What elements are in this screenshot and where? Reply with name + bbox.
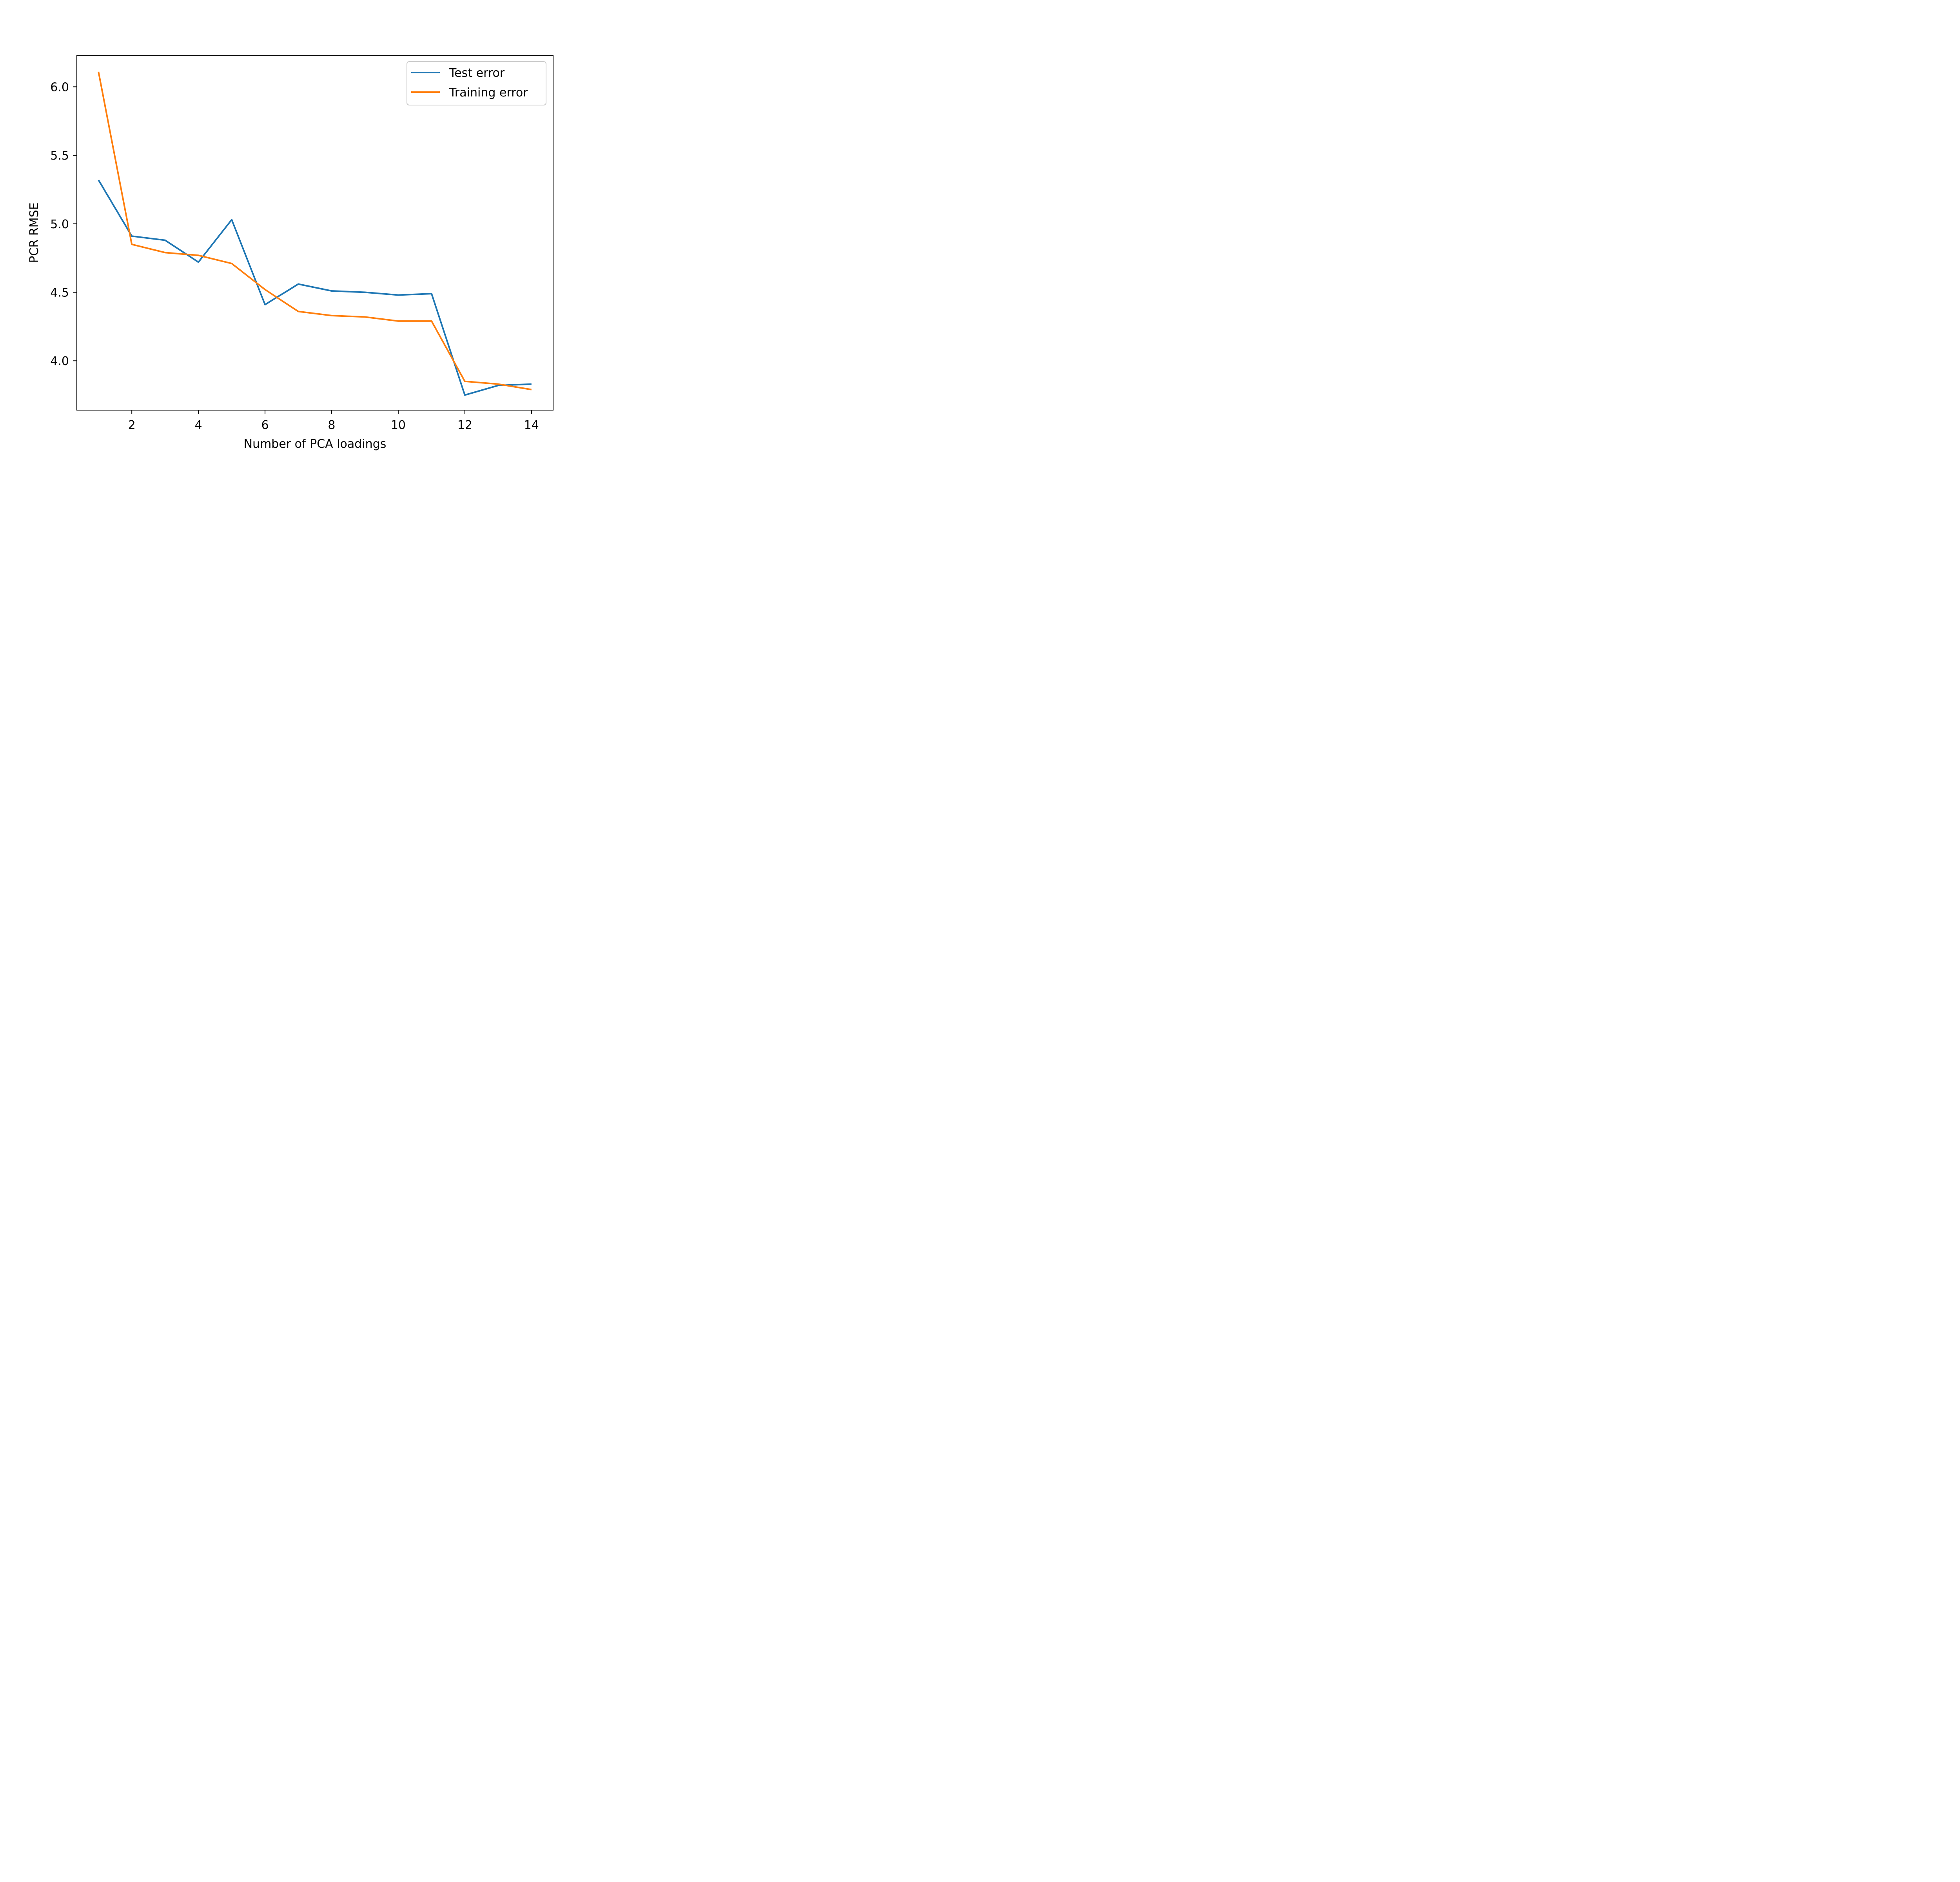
- y-tick-label: 4.5: [50, 286, 69, 300]
- y-tick-label: 6.0: [50, 80, 69, 94]
- x-tick-label: 2: [128, 418, 136, 432]
- x-tick-label: 4: [195, 418, 202, 432]
- y-axis-ticks: 4.0 4.5 5.0 5.5 6.0: [50, 80, 77, 368]
- y-tick-label: 5.0: [50, 218, 69, 231]
- legend-label-training-error: Training error: [449, 86, 528, 100]
- y-tick-label: 4.0: [50, 354, 69, 368]
- x-tick-label: 14: [524, 418, 539, 432]
- y-axis-label: PCR RMSE: [27, 202, 41, 263]
- legend-box: [407, 61, 546, 105]
- series-layer: [98, 71, 532, 396]
- plot-frame: [76, 55, 554, 411]
- x-axis-ticks: 2 4 6 8 10 12 14: [128, 410, 539, 432]
- plot-area: [77, 55, 553, 410]
- x-tick-label: 6: [261, 418, 269, 432]
- x-tick-label: 12: [457, 418, 472, 432]
- legend-label-test-error: Test error: [449, 66, 505, 80]
- chart: 2 4 6 8 10 12 14 4.0 4.5 5.0 5.5 6.0 Number of PCA…: [0, 0, 606, 455]
- x-tick-label: 8: [328, 418, 335, 432]
- legend: Test error Training error: [407, 61, 546, 105]
- series-line-training-error: [98, 71, 532, 391]
- y-tick-label: 5.5: [50, 149, 69, 163]
- series-line-test-error: [98, 179, 532, 396]
- x-tick-label: 10: [391, 418, 406, 432]
- x-axis-label: Number of PCA loadings: [244, 437, 387, 451]
